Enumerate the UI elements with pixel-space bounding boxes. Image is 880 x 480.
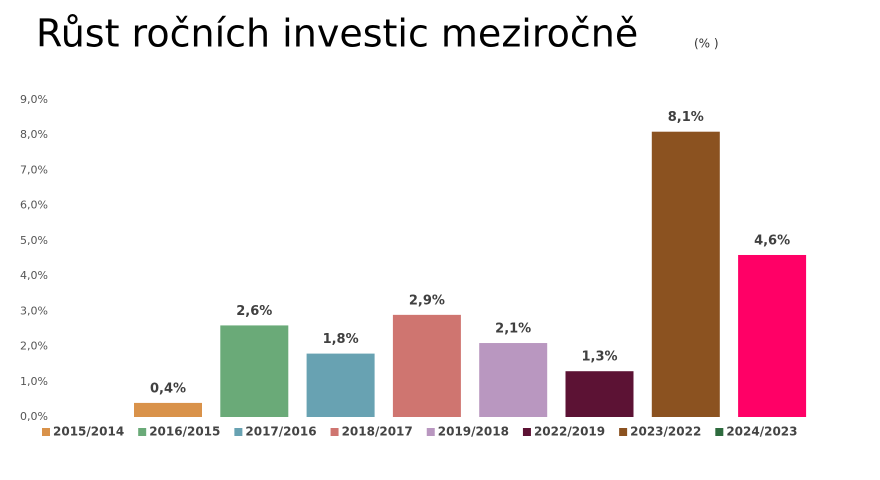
bar [738,254,807,417]
value-label: 1,8% [323,332,359,347]
y-tick-label: 0,0% [20,410,48,423]
legend-swatch [234,428,243,436]
legend-label: 2019/2018 [438,425,509,439]
y-tick-label: 8,0% [20,128,48,141]
bar [479,343,548,417]
value-label: 8,1% [668,110,704,125]
y-tick-label: 4,0% [20,269,48,282]
value-label: 1,3% [581,350,617,365]
bar [565,371,634,417]
y-tick-label: 2,0% [20,340,48,353]
legend-label: 2022/2019 [534,425,605,439]
legend-swatch [522,428,531,436]
value-label: 2,1% [495,322,531,337]
value-label: 4,6% [754,233,790,248]
legend-swatch [138,428,147,436]
chart-subtitle: (% ) [694,37,719,51]
bar [220,325,289,417]
bar [306,353,375,417]
legend-swatch [619,428,628,436]
legend-swatch [426,428,435,436]
y-tick-label: 3,0% [20,304,48,317]
value-label: 0,4% [150,381,186,396]
legend-label: 2015/2014 [53,425,124,439]
y-tick-label: 1,0% [20,375,48,388]
legend-label: 2016/2015 [149,425,220,439]
y-tick-label: 9,0% [20,93,48,106]
legend-swatch [715,428,724,436]
value-label: 2,9% [409,293,445,308]
legend-label: 2018/2017 [342,425,413,439]
bar [134,402,202,417]
y-tick-label: 6,0% [20,199,48,212]
legend-label: 2024/2023 [726,425,797,439]
legend-label: 2017/2016 [245,425,316,439]
legend-swatch [42,428,50,436]
legend-swatch [330,428,339,436]
y-tick-label: 7,0% [20,163,48,176]
bar [651,131,720,417]
bar [392,314,461,417]
y-tick-label: 5,0% [20,234,48,247]
chart-title: Růst ročních investic meziročně [36,12,638,56]
legend-label: 2023/2022 [630,425,701,439]
value-label: 2,6% [236,304,272,319]
